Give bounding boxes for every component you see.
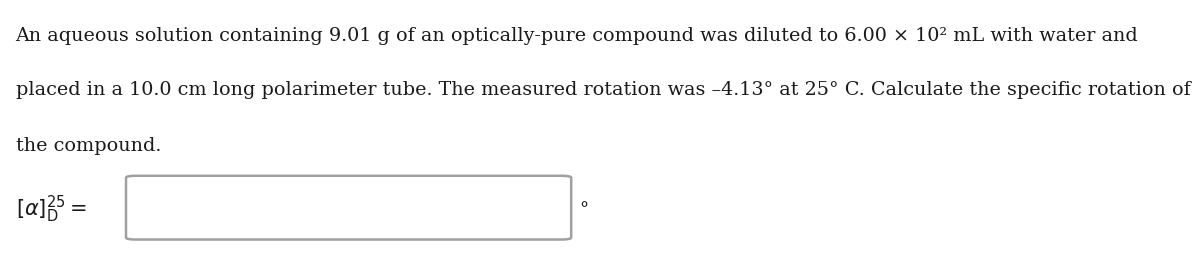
Text: $[\alpha]_\mathrm{D}^{25}=$: $[\alpha]_\mathrm{D}^{25}=$: [16, 194, 86, 225]
Text: An aqueous solution containing 9.01 g of an optically-pure compound was diluted : An aqueous solution containing 9.01 g of…: [16, 27, 1139, 45]
Text: the compound.: the compound.: [16, 137, 161, 155]
FancyBboxPatch shape: [126, 176, 571, 240]
Text: °: °: [580, 201, 589, 218]
Text: placed in a 10.0 cm long polarimeter tube. The measured rotation was –4.13° at 2: placed in a 10.0 cm long polarimeter tub…: [16, 81, 1190, 99]
